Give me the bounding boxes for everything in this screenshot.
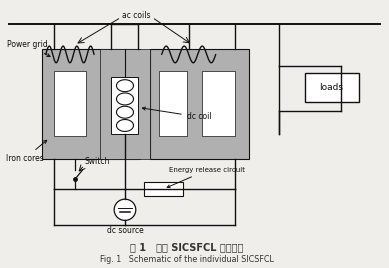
Text: dc coil: dc coil: [142, 107, 211, 121]
Bar: [305, 73, 359, 102]
Bar: [42, 49, 140, 159]
Bar: [202, 72, 235, 136]
Bar: [112, 77, 138, 134]
Text: Iron cores: Iron cores: [6, 140, 47, 163]
Bar: [159, 72, 187, 136]
Text: ac coils: ac coils: [122, 11, 151, 20]
Text: Fig. 1   Schematic of the individual SICSFCL: Fig. 1 Schematic of the individual SICSF…: [100, 255, 274, 264]
Text: dc source: dc source: [107, 226, 144, 235]
Bar: [102, 72, 130, 136]
Bar: [144, 182, 183, 196]
Text: 图 1   单相 SICSFCL 的原理图: 图 1 单相 SICSFCL 的原理图: [130, 242, 244, 252]
Bar: [150, 49, 249, 159]
Text: Switch: Switch: [84, 157, 110, 166]
Text: loads: loads: [320, 83, 343, 92]
Circle shape: [114, 199, 136, 220]
Text: Energy release circuit: Energy release circuit: [167, 167, 245, 188]
Bar: [100, 49, 150, 159]
Bar: [54, 72, 86, 136]
Text: Power grid: Power grid: [7, 40, 50, 57]
